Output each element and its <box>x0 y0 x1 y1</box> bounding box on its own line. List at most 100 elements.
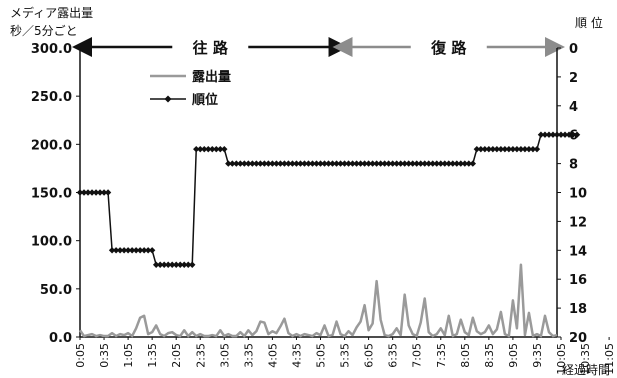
rank-point <box>116 247 124 254</box>
rank-point <box>449 160 456 167</box>
rank-point <box>381 160 388 167</box>
rank-point <box>305 160 312 167</box>
rank-point <box>405 160 412 167</box>
x-tick-label: 11:05 <box>603 343 616 375</box>
right-tick-label: 20 <box>569 331 587 346</box>
left-axis-title-1: メディア露出量 <box>10 6 94 20</box>
legend-marker-rank <box>164 95 172 103</box>
rank-point <box>221 145 228 153</box>
rank-point <box>160 261 168 268</box>
rank-point <box>517 145 525 153</box>
left-tick-label: 50.0 <box>40 283 72 298</box>
axes: 0.050.0100.0150.0200.0250.0300.002468101… <box>31 42 616 375</box>
rank-point <box>345 160 352 167</box>
rank-point <box>289 160 296 167</box>
rank-point <box>529 145 537 153</box>
rank-point <box>177 261 184 268</box>
rank-point <box>76 189 84 196</box>
rank-point <box>249 160 256 167</box>
series-lines <box>76 131 581 338</box>
rank-point <box>124 247 132 254</box>
rank-point <box>193 145 200 153</box>
rank-point <box>201 145 208 153</box>
rank-point <box>181 261 188 268</box>
rank-point <box>189 261 196 268</box>
rank-point <box>96 189 104 196</box>
rank-point <box>136 247 144 254</box>
rank-point <box>237 160 244 167</box>
left-tick-label: 0.0 <box>49 331 72 346</box>
right-tick-label: 8 <box>569 158 578 173</box>
rank-point <box>317 160 324 167</box>
rank-point <box>509 145 517 153</box>
rank-point <box>92 189 100 196</box>
rank-point <box>349 160 356 167</box>
rank-point <box>321 160 328 167</box>
x-tick-label: 10:05 <box>555 343 568 375</box>
rank-point <box>465 160 473 167</box>
rank-point <box>557 131 565 138</box>
rank-point <box>365 160 372 167</box>
rank-point <box>513 145 521 153</box>
rank-point <box>437 160 444 167</box>
right-tick-label: 4 <box>569 100 578 115</box>
series-line-exposure <box>78 263 558 338</box>
x-tick-label: 4:35 <box>290 343 303 368</box>
right-tick-label: 14 <box>569 244 587 259</box>
rank-point <box>537 131 545 138</box>
legend-box <box>148 66 246 110</box>
rank-point <box>501 145 509 153</box>
right-tick-label: 16 <box>569 273 587 288</box>
x-tick-label: 6:35 <box>387 343 400 368</box>
rank-point <box>521 145 529 153</box>
rank-point <box>273 160 280 167</box>
rank-point <box>253 160 260 167</box>
x-tick-label: 0:05 <box>74 343 87 368</box>
rank-point <box>433 160 440 167</box>
rank-point <box>261 160 268 167</box>
rank-point <box>525 145 533 153</box>
rank-point <box>245 160 252 167</box>
x-tick-label: 7:05 <box>411 343 424 368</box>
rank-point <box>561 131 569 138</box>
rank-point <box>493 145 501 153</box>
right-tick-label: 2 <box>569 71 578 86</box>
rank-point <box>477 145 485 153</box>
rank-point <box>277 160 284 167</box>
x-tick-label: 8:05 <box>459 343 472 368</box>
rank-point <box>168 261 176 268</box>
rank-point <box>257 160 264 167</box>
rank-point <box>473 145 481 153</box>
rank-point <box>377 160 384 167</box>
rank-point <box>108 247 116 254</box>
rank-point <box>565 131 573 138</box>
x-tick-label: 8:35 <box>483 343 496 368</box>
rank-point <box>217 145 224 153</box>
rank-point <box>481 145 489 153</box>
segment-label: 復 路 <box>430 39 467 57</box>
rank-point <box>417 160 424 167</box>
right-tick-label: 12 <box>569 215 587 230</box>
x-tick-label: 7:35 <box>435 343 448 368</box>
rank-point <box>409 160 416 167</box>
x-axis-title: 経過時間 <box>562 363 611 377</box>
rank-point <box>393 160 400 167</box>
x-tick-label: 5:35 <box>339 343 352 368</box>
rank-point <box>457 160 464 167</box>
rank-point <box>269 160 276 167</box>
rank-point <box>152 261 160 268</box>
right-tick-label: 0 <box>569 42 578 57</box>
x-tick-label: 3:35 <box>242 343 255 368</box>
rank-point <box>369 160 376 167</box>
rank-point <box>197 145 204 153</box>
rank-point <box>285 160 292 167</box>
segment-label: 往 路 <box>193 39 229 57</box>
rank-point <box>361 160 368 167</box>
rank-point <box>421 160 428 167</box>
series-line-rank <box>80 133 578 266</box>
rank-point <box>541 131 549 138</box>
rank-point <box>341 160 348 167</box>
legend-label-exposure: 露出量 <box>192 69 231 85</box>
left-tick-label: 100.0 <box>31 235 72 250</box>
